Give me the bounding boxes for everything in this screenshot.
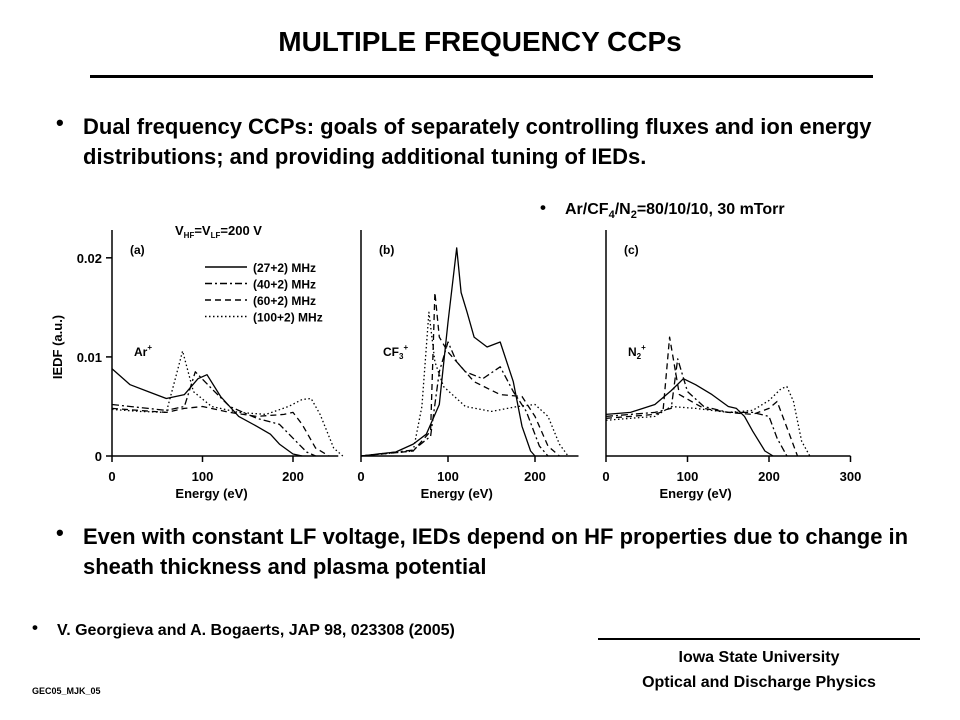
- gas-text-1: Ar/CF: [565, 201, 609, 218]
- legend-entry: (100+2) MHz: [253, 311, 323, 325]
- page-title: MULTIPLE FREQUENCY CCPs: [278, 26, 682, 57]
- series-line-1: [111, 368, 303, 457]
- bullet-dot: •: [56, 110, 64, 135]
- ion-label: N2+: [628, 343, 646, 361]
- x-tick-label: 200: [282, 469, 304, 484]
- x-tick-label: 200: [524, 469, 546, 484]
- series-line-4: [360, 311, 569, 457]
- ion-label: CF3+: [383, 343, 408, 361]
- gas-text-2: /N: [614, 201, 631, 218]
- gas-sub-1: 4: [608, 209, 615, 222]
- x-tick-label: 300: [840, 469, 862, 484]
- x-tick-label: 200: [758, 469, 780, 484]
- series-line-2: [605, 358, 788, 457]
- y-tick-label: 0.01: [77, 350, 102, 365]
- header-mid: =V: [194, 223, 211, 238]
- svg-text:VHF=VLF=200 V: VHF=VLF=200 V: [175, 223, 262, 240]
- y-tick-label: 0.02: [77, 251, 102, 266]
- chart-header: VHF=VLF=200 V: [175, 223, 262, 240]
- gas-text-3: =80/10/10, 30 mTorr: [636, 201, 785, 218]
- bullet-constant-lf: Even with constant LF voltage, IEDs depe…: [83, 524, 909, 579]
- series-line-3: [605, 336, 799, 457]
- bullet-dot: •: [540, 198, 546, 217]
- ion-label: Ar+: [134, 343, 152, 359]
- series-line-2: [360, 341, 549, 457]
- title-underline: [90, 75, 873, 78]
- bullet-reference: V. Georgieva and A. Bogaerts, JAP 98, 02…: [57, 622, 455, 639]
- x-axis-label: Energy (eV): [660, 486, 732, 501]
- footer-university: Iowa State University: [678, 649, 840, 666]
- header-sub2: LF: [211, 231, 221, 240]
- legend-entry: (40+2) MHz: [253, 278, 316, 292]
- x-axis-label: Energy (eV): [421, 486, 493, 501]
- legend-entry: (27+2) MHz: [253, 261, 316, 275]
- footer-rule: [598, 638, 920, 640]
- x-tick-label: 0: [357, 469, 364, 484]
- panel-label: (c): [624, 243, 639, 257]
- x-tick-label: 0: [602, 469, 609, 484]
- series-line-1: [605, 378, 774, 457]
- y-tick-label: 0: [95, 449, 102, 464]
- legend-entry: (60+2) MHz: [253, 294, 316, 308]
- series-line-4: [605, 385, 811, 457]
- footer-group: Optical and Discharge Physics: [642, 674, 876, 691]
- x-tick-label: 100: [192, 469, 214, 484]
- x-tick-label: 100: [437, 469, 459, 484]
- bullet-dot: •: [32, 618, 38, 637]
- bullet-dual-frequency: Dual frequency CCPs: goals of separately…: [83, 114, 872, 169]
- series-line-3: [360, 291, 560, 457]
- chart-legend: (27+2) MHz (40+2) MHz (60+2) MHz (100+2) MH…: [205, 261, 323, 325]
- header-suffix: =200 V: [220, 223, 262, 238]
- panel-label: (a): [130, 243, 145, 257]
- gas-sub-2: 2: [630, 209, 637, 222]
- y-axis-label: IEDF (a.u.): [50, 315, 65, 379]
- panel-label: (b): [379, 243, 394, 257]
- bullet-dot: •: [56, 520, 64, 545]
- bullet-gas-mixture: Ar/CF4/N2=80/10/10, 30 mTorr: [565, 201, 785, 221]
- x-axis-label: Energy (eV): [175, 486, 247, 501]
- slide-code: GEC05_MJK_05: [32, 686, 101, 696]
- series-line-2: [111, 371, 316, 457]
- header-sub1: HF: [184, 231, 195, 240]
- header-prefix: V: [175, 223, 184, 238]
- x-tick-label: 0: [108, 469, 115, 484]
- series-line-3: [111, 405, 330, 457]
- x-tick-label: 100: [677, 469, 699, 484]
- series-line-1: [360, 247, 536, 457]
